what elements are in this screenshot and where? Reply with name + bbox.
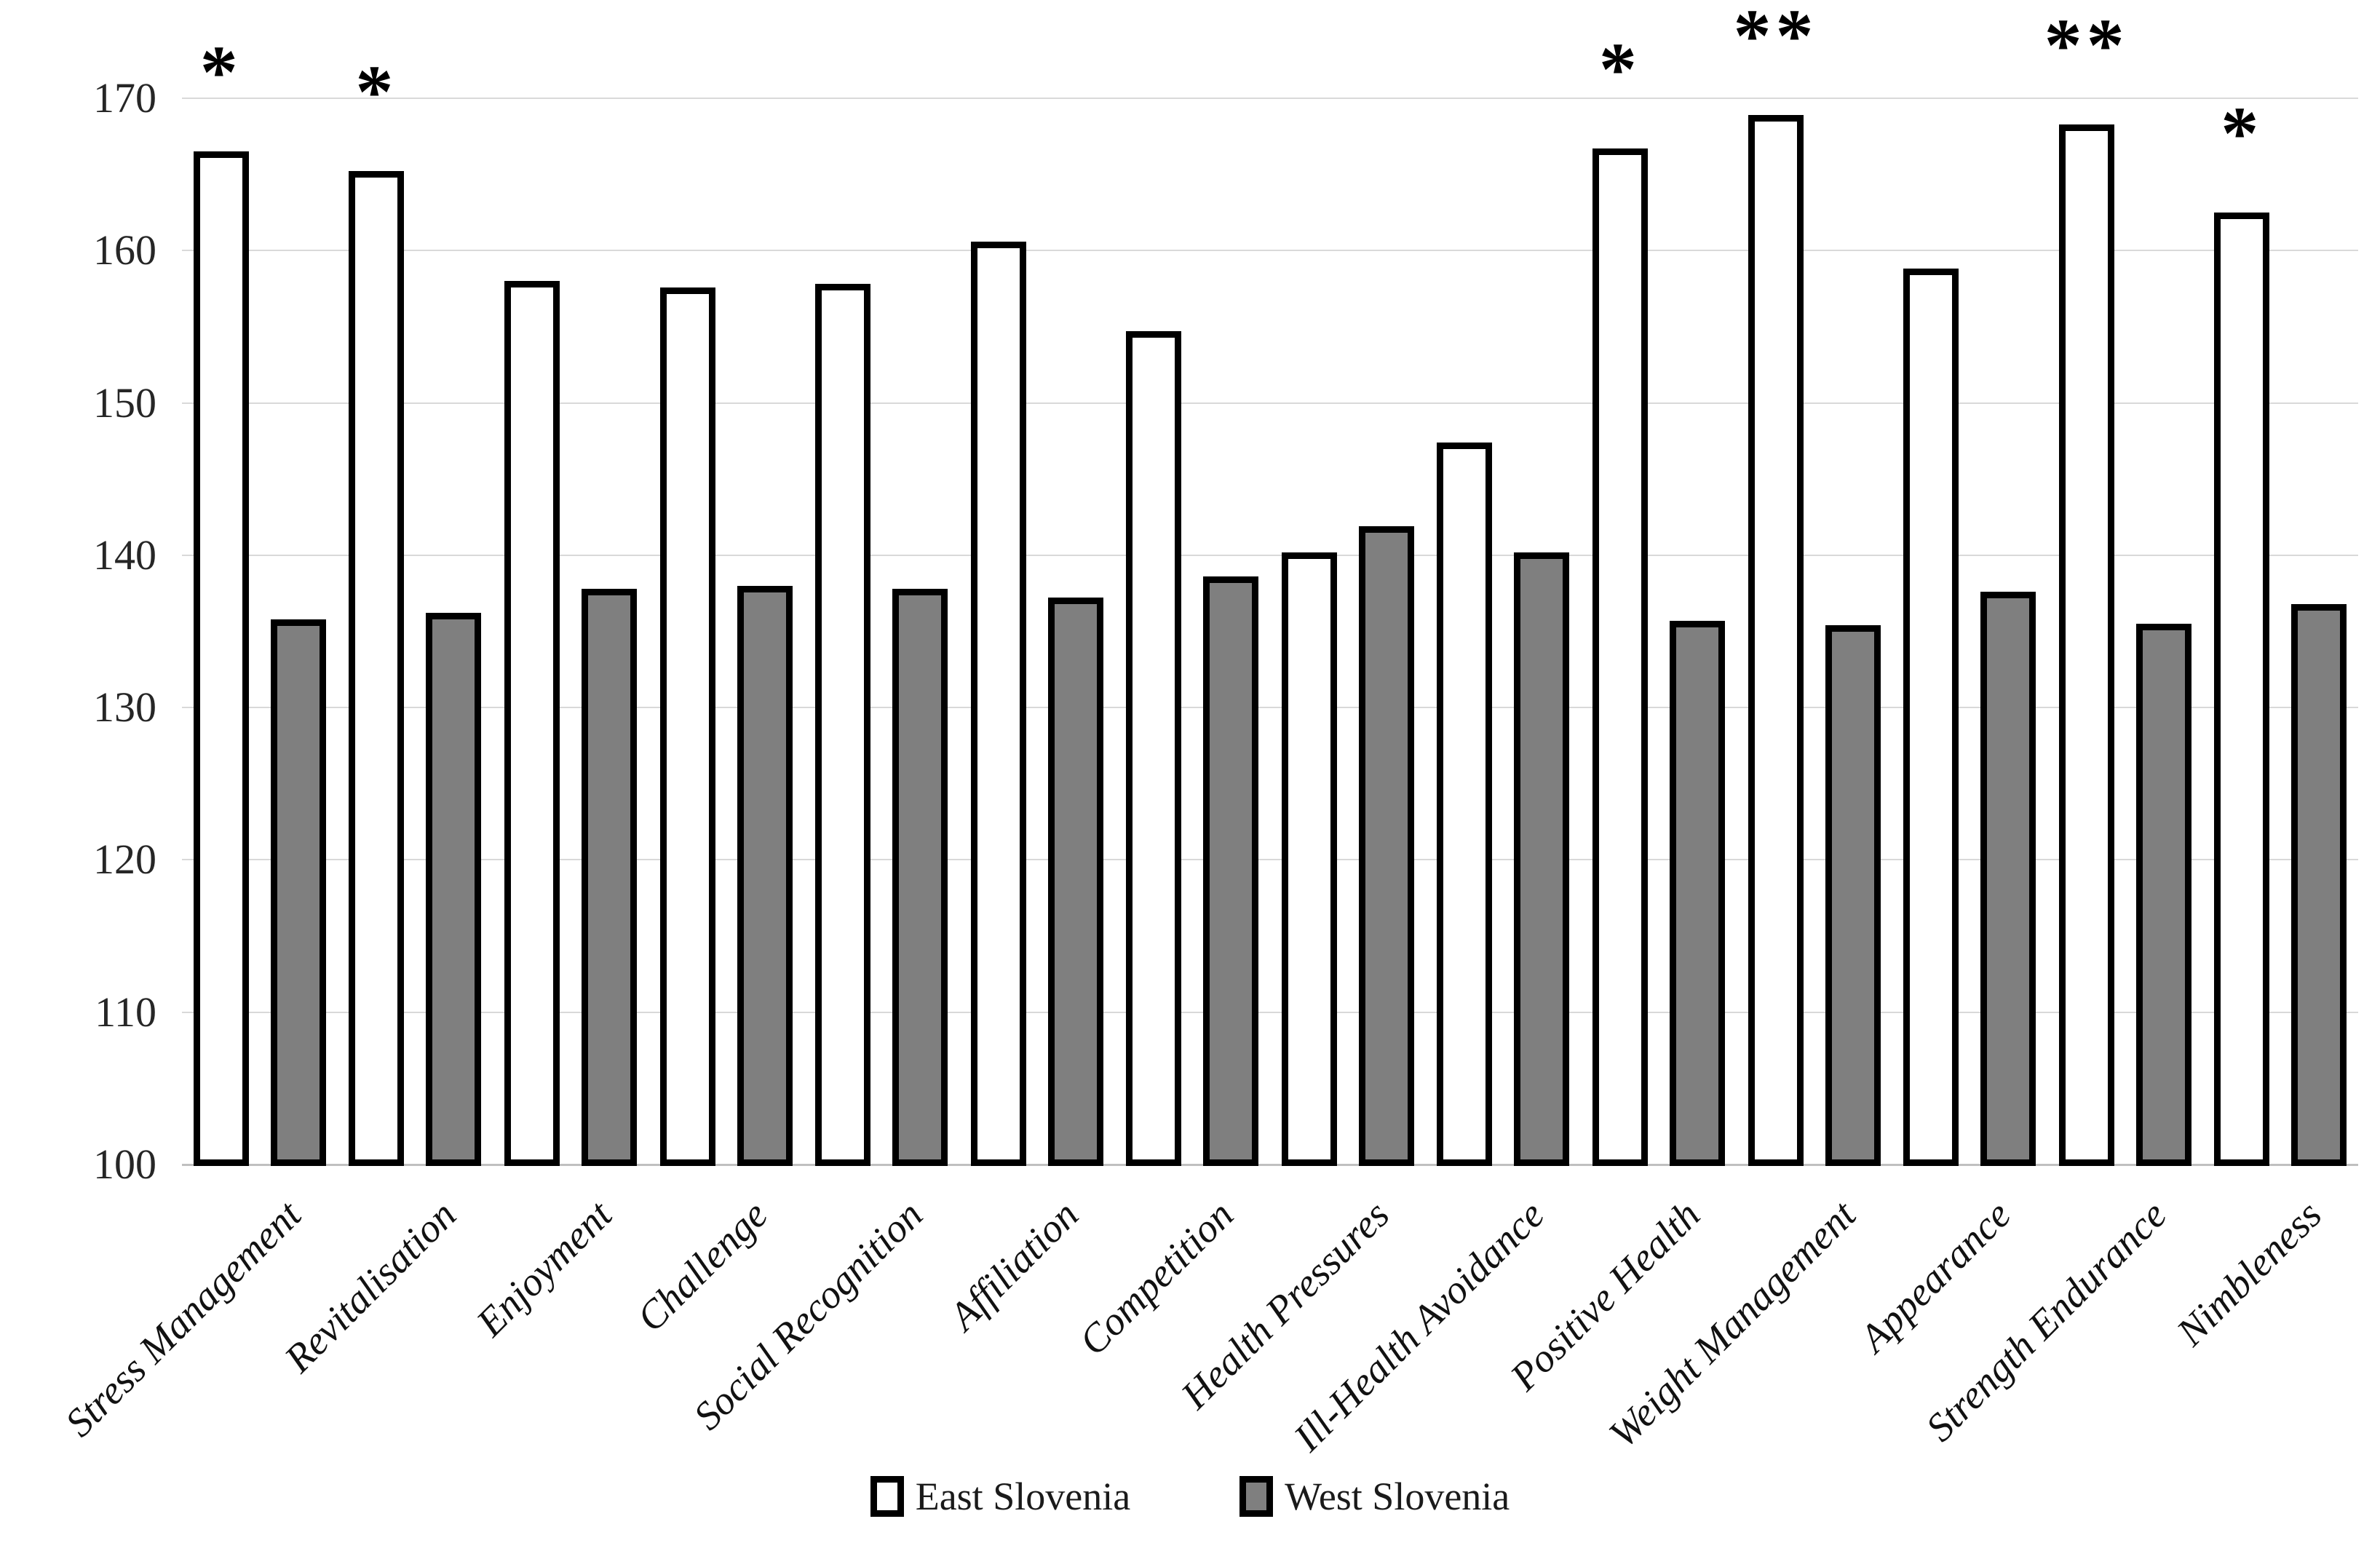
bar-east	[815, 284, 871, 1166]
bar-west	[581, 588, 637, 1166]
legend-item-east: East Slovenia	[870, 1474, 1130, 1519]
y-axis-tick-label: 170	[93, 74, 156, 122]
bar-east	[1126, 331, 1182, 1166]
x-axis-line	[182, 1164, 2358, 1166]
bar-east	[193, 151, 249, 1166]
gridline	[182, 1011, 2358, 1013]
significance-marker: **	[2044, 3, 2129, 87]
legend-west-label: West Slovenia	[1285, 1475, 1510, 1518]
gridline	[182, 707, 2358, 709]
bar-west	[892, 588, 948, 1166]
bar-west	[270, 619, 326, 1166]
y-axis-tick-label: 130	[93, 683, 156, 731]
significance-marker: **	[1733, 0, 1818, 79]
significance-marker: *	[355, 50, 398, 135]
significance-marker: *	[2221, 91, 2264, 175]
bar-east	[1903, 269, 1959, 1166]
gridline	[182, 250, 2358, 252]
legend-west-swatch-icon	[1239, 1476, 1274, 1517]
significance-marker: *	[199, 31, 242, 115]
bar-west	[737, 585, 793, 1166]
legend-item-west: West Slovenia	[1239, 1474, 1510, 1519]
bar-west	[1669, 620, 1725, 1166]
gridline	[182, 402, 2358, 404]
legend-east-label: East Slovenia	[915, 1475, 1131, 1518]
gridline	[182, 98, 2358, 99]
bar-west	[426, 613, 482, 1166]
bar-west	[1825, 625, 1881, 1166]
y-axis-tick-label: 120	[93, 836, 156, 884]
gridline	[182, 554, 2358, 556]
bar-west	[1980, 592, 2036, 1166]
bar-east	[1592, 148, 1648, 1166]
bar-east	[970, 241, 1026, 1166]
bar-west	[1358, 526, 1414, 1166]
bar-east	[2214, 212, 2270, 1166]
y-axis-tick-label: 140	[93, 531, 156, 579]
bar-east	[504, 281, 560, 1166]
y-axis-tick-label: 110	[95, 988, 156, 1036]
bar-west	[2135, 624, 2191, 1166]
gridline	[182, 859, 2358, 861]
bar-east	[1281, 552, 1337, 1166]
bar-east	[349, 171, 405, 1166]
y-axis-tick-label: 160	[93, 226, 156, 274]
bar-west	[2291, 603, 2347, 1166]
legend: East Slovenia West Slovenia	[0, 1474, 2380, 1519]
bar-east	[659, 287, 715, 1166]
bar-west	[1514, 552, 1570, 1166]
y-axis-tick-label: 100	[93, 1141, 156, 1188]
significance-marker: *	[1598, 28, 1641, 112]
bar-west	[1203, 576, 1259, 1166]
bar-east	[1437, 442, 1493, 1166]
bar-east	[1748, 115, 1804, 1166]
y-axis-tick-label: 150	[93, 378, 156, 427]
legend-east-swatch-icon	[870, 1476, 904, 1517]
bar-west	[1047, 598, 1103, 1166]
bar-east	[2058, 124, 2114, 1166]
